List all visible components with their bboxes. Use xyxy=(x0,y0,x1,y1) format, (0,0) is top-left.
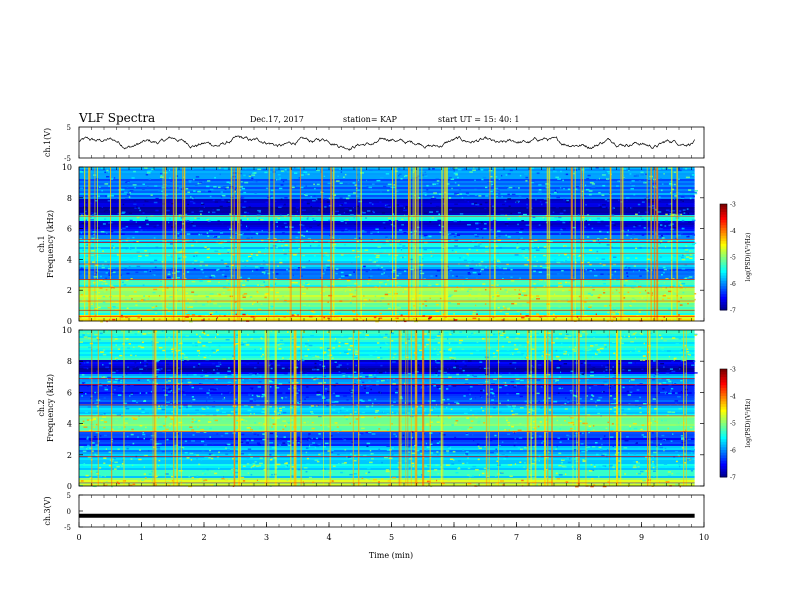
x-tick-label: 5 xyxy=(389,533,394,542)
ch1-colorbar xyxy=(719,203,728,311)
ch1-y-tick-label: -5 xyxy=(64,155,71,163)
ch2-y-tick-label: 2 xyxy=(67,451,72,460)
x-tick-label: 8 xyxy=(576,533,581,542)
ch2-y-tick-label: 4 xyxy=(67,420,72,429)
ch2-colorbar-tick-label: -3 xyxy=(730,367,736,374)
ch1-colorbar-tick-label: -7 xyxy=(730,308,736,315)
ch2-y-tick-label: 0 xyxy=(67,482,72,491)
ch1-colorbar-tick-label: -5 xyxy=(730,255,736,262)
x-tick-label: 1 xyxy=(139,533,144,542)
ch1-y-tick-label: 10 xyxy=(62,163,72,172)
x-tick-label: 9 xyxy=(639,533,644,542)
x-tick-label: 2 xyxy=(201,533,206,542)
date-label: Dec.17, 2017 xyxy=(250,115,304,124)
x-tick-label: 7 xyxy=(514,533,519,542)
ch2-colorbar-tick-label: -6 xyxy=(730,448,736,455)
ch1-colorbar-tick-label: -4 xyxy=(730,228,736,235)
ch1-y-tick-label: 0 xyxy=(67,317,72,326)
ch3-y-label: ch.3(V) xyxy=(43,496,52,525)
x-axis-label: Time (min) xyxy=(369,551,413,560)
ch3-y-tick-label: 5 xyxy=(67,492,71,500)
ch2-y-tick-label: 8 xyxy=(67,357,72,366)
x-tick-label: 0 xyxy=(76,533,81,542)
ch3-y-tick-label: 0 xyxy=(67,508,71,516)
station-label: station= KAP xyxy=(343,115,397,124)
ch3-y-tick-label: -5 xyxy=(64,524,71,532)
ch1-y-tick-label: 5 xyxy=(67,124,71,132)
ch2-spectrogram xyxy=(79,330,698,488)
ch1-y-tick-label: 6 xyxy=(67,225,72,234)
ch2-channel-label: ch.2 xyxy=(37,399,46,416)
x-tick-label: 6 xyxy=(451,533,456,542)
ch2-colorbar-tick-label: -4 xyxy=(730,394,736,401)
ch1-frame xyxy=(78,126,705,159)
ch2-colorbar-tick-label: -7 xyxy=(730,475,736,482)
ch1-colorbar-label: log(PSD)(V²/Hz) xyxy=(745,233,752,282)
ch2-y-tick-label: 6 xyxy=(67,388,72,397)
ch2-colorbar xyxy=(719,368,728,478)
ch1-colorbar-tick-label: -6 xyxy=(730,281,736,288)
ch1-waveform xyxy=(78,135,695,151)
ch2-colorbar-label: log(PSD)(V²/Hz) xyxy=(745,399,752,448)
ch1-spectrogram xyxy=(79,167,698,323)
chart-title: VLF Spectra xyxy=(79,111,156,125)
ch1-y-label: Frequency (kHz) xyxy=(46,210,55,278)
x-tick-label: 10 xyxy=(699,533,709,542)
ch2-y-tick-label: 10 xyxy=(62,326,72,335)
ch1-y-tick-label: 8 xyxy=(67,194,72,203)
ch1-y-label: ch.1(V) xyxy=(43,128,52,157)
x-tick-label: 3 xyxy=(264,533,269,542)
ch1-colorbar-tick-label: -3 xyxy=(730,202,736,209)
ch2-colorbar-tick-label: -5 xyxy=(730,421,736,428)
ch2-y-label: Frequency (kHz) xyxy=(46,374,55,442)
start-time-label: start UT = 15: 40: 1 xyxy=(438,115,520,124)
ch1-y-tick-label: 2 xyxy=(67,286,72,295)
ch1-channel-label: ch.1 xyxy=(37,235,46,252)
ch1-y-tick-label: 4 xyxy=(67,255,72,264)
x-tick-label: 4 xyxy=(326,533,331,542)
